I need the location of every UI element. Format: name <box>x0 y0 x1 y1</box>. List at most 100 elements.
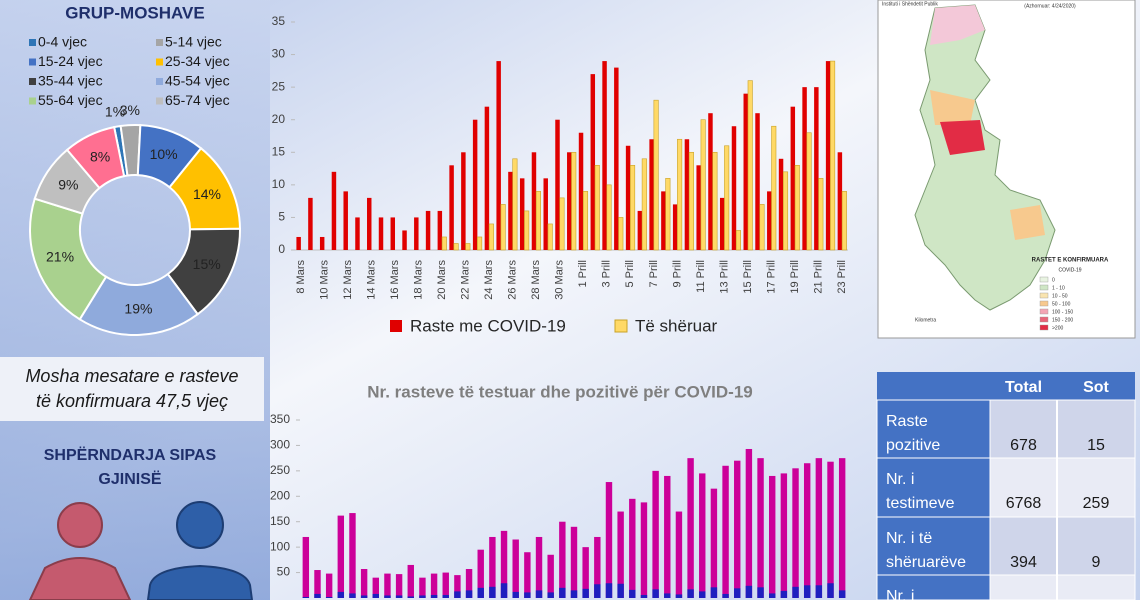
bar <box>687 458 694 598</box>
map-legend-label: >200 <box>1052 325 1063 331</box>
bar <box>675 511 683 598</box>
legend-label: Raste me COVID-19 <box>410 316 566 335</box>
bar <box>661 191 666 250</box>
bar <box>384 573 391 598</box>
bar <box>759 204 765 251</box>
pie-slice <box>29 197 108 321</box>
bar <box>640 594 648 598</box>
note-box <box>0 357 264 421</box>
legend-swatch <box>156 78 163 85</box>
bar <box>508 171 513 250</box>
map-legend-swatch <box>1039 316 1049 323</box>
x-tick-label: 13 Prill <box>718 260 730 294</box>
x-tick-label: 26 Mars <box>507 260 519 300</box>
table-label-cell <box>876 574 991 600</box>
y-tick-label: 100 <box>270 539 290 553</box>
bar <box>407 596 414 598</box>
bar <box>489 536 496 598</box>
table-cell <box>989 574 1136 600</box>
bar <box>745 585 753 598</box>
bar <box>441 236 447 251</box>
bar <box>571 151 577 251</box>
bar <box>838 458 846 598</box>
bar <box>535 536 543 598</box>
bar <box>453 243 459 251</box>
bar <box>837 152 843 250</box>
map-region <box>940 120 985 155</box>
bar <box>524 210 530 251</box>
data-label: 14% <box>193 186 221 202</box>
table-header <box>877 372 1135 400</box>
data-label: 3% <box>120 102 140 118</box>
x-tick-label: 12 Mars <box>342 260 354 300</box>
x-tick-label: 3 Prill <box>601 260 613 288</box>
x-tick-label: 15 Prill <box>742 260 754 294</box>
table-row-label: shëruarëve <box>886 554 966 571</box>
bar <box>414 217 419 250</box>
bar <box>652 589 659 598</box>
bar <box>425 210 431 250</box>
map-region <box>1010 205 1045 240</box>
bar <box>430 594 438 598</box>
x-tick-label: 23 Prill <box>836 260 848 294</box>
bar <box>708 113 713 250</box>
map-panel: Instituti i Shëndetit Publik (Azhornuar:… <box>877 0 1136 339</box>
bar <box>710 587 718 598</box>
bar <box>442 572 449 598</box>
legend-swatch <box>614 319 628 333</box>
bar <box>547 592 554 598</box>
bar <box>337 591 345 598</box>
map-updated: (Azhornuar: 4/24/2020) <box>1024 3 1076 9</box>
bar <box>605 482 613 598</box>
bar <box>699 591 706 598</box>
bar <box>778 158 784 250</box>
map-legend-title: RASTET E KONFIRMUARA <box>1032 258 1109 264</box>
legend-label: 65-74 vjec <box>165 92 230 108</box>
table-value: 9 <box>1092 554 1101 571</box>
map-legend-swatch <box>1039 300 1049 307</box>
x-tick-label: 14 Mars <box>365 260 377 300</box>
bar <box>767 191 772 250</box>
bar <box>688 151 694 251</box>
bar <box>395 595 403 598</box>
bar <box>319 236 325 250</box>
age-note: Mosha mesatare e rasteve <box>25 366 238 386</box>
bar <box>696 165 701 250</box>
bar <box>331 171 337 250</box>
map-institute: Instituti i Shëndetit Publik <box>882 1 938 7</box>
bar <box>349 513 356 598</box>
bar <box>531 152 537 250</box>
bar <box>731 126 737 250</box>
data-label: 21% <box>46 249 74 265</box>
x-tick-label: 18 Mars <box>412 260 424 300</box>
stats-table: Total Sot Raste pozitive 678 15 Nr. i testimeve… <box>876 372 1136 600</box>
bar <box>465 569 473 598</box>
x-tick-label: 17 Prill <box>765 260 777 294</box>
y-tick-label: 150 <box>270 514 290 528</box>
bar <box>792 468 799 598</box>
bar <box>402 230 407 250</box>
bar <box>665 178 671 251</box>
bar <box>841 191 847 251</box>
bar <box>378 217 384 250</box>
bar <box>500 204 506 251</box>
data-label: 1% <box>105 103 125 119</box>
y-tick-label: 200 <box>270 488 290 502</box>
bar <box>590 74 596 250</box>
bar <box>308 197 313 250</box>
x-tick-label: 1 Prill <box>577 260 589 288</box>
bar <box>652 470 659 598</box>
bar <box>559 587 566 598</box>
bar <box>724 145 730 251</box>
bar <box>465 243 471 251</box>
map-legend-swatch <box>1039 276 1049 283</box>
gender-title: SHPËRNDARJA SIPAS <box>44 446 217 464</box>
bar <box>489 586 496 598</box>
bar <box>496 61 501 251</box>
bar <box>782 171 789 251</box>
bar <box>769 475 776 598</box>
bar <box>780 473 788 598</box>
bar <box>302 536 310 598</box>
map-scale: Kilometra <box>915 317 936 323</box>
